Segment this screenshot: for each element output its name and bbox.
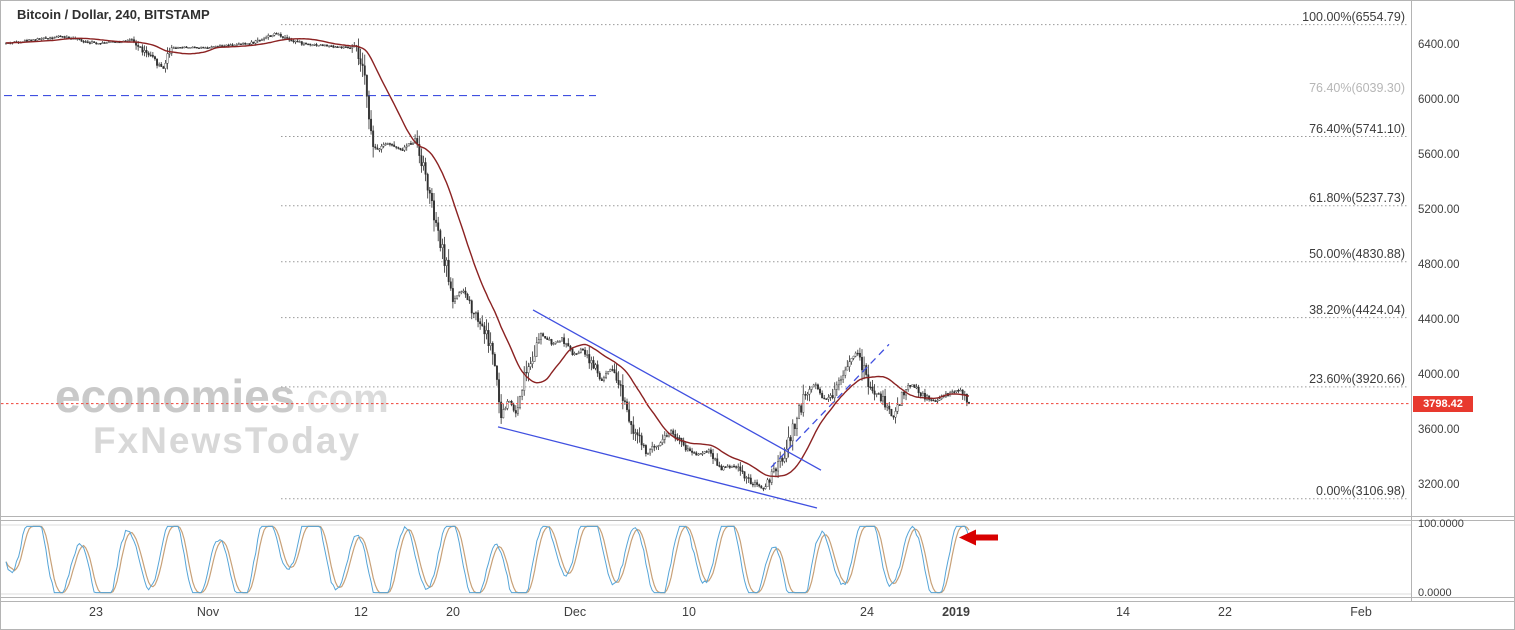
stoch-gridlines	[1, 524, 1411, 595]
price-tick-label: 4400.00	[1418, 314, 1460, 326]
price-tick-label: 6400.00	[1418, 39, 1460, 51]
trendline-wedge-lower[interactable]	[497, 426, 818, 509]
stoch-min-label: 0.0000	[1418, 587, 1452, 599]
time-axis-label: Feb	[1350, 605, 1372, 619]
symbol-title: Bitcoin / Dollar, 240, BITSTAMP	[17, 7, 210, 22]
watermark-brand-text: economies	[55, 370, 296, 422]
signal-arrow-icon	[959, 529, 998, 546]
time-axis-label: 24	[860, 605, 874, 619]
time-axis-label: 12	[354, 605, 368, 619]
time-axis-label: 23	[89, 605, 103, 619]
price-tick-label: 4000.00	[1418, 369, 1460, 381]
time-axis-label: Dec	[563, 605, 587, 619]
watermark: economies.com FxNewsToday	[55, 373, 389, 459]
panel-frame	[1, 1, 1514, 602]
stochastic-k-line	[5, 525, 970, 594]
price-tick-label: 4800.00	[1418, 259, 1460, 271]
watermark-brand: economies.com	[55, 373, 389, 419]
price-tick-label: 5200.00	[1418, 204, 1460, 216]
time-axis-label: 22	[1218, 605, 1232, 619]
time-axis-label: 2019	[942, 605, 970, 619]
stochastic-d-line	[5, 525, 970, 594]
price-tick-label: 3600.00	[1418, 424, 1460, 436]
time-axis-label: 20	[446, 605, 460, 619]
last-price-badge: 3798.42	[1413, 395, 1473, 412]
price-tick-label: 5600.00	[1418, 149, 1460, 161]
time-axis-label: 10	[682, 605, 696, 619]
watermark-subbrand: FxNewsToday	[93, 420, 362, 461]
price-tick-label: 3200.00	[1418, 479, 1460, 491]
stoch-max-label: 100.0000	[1418, 518, 1464, 530]
time-axis-label: Nov	[196, 605, 220, 619]
time-axis[interactable]: 23 Nov 12 20 Dec 10 24 2019 14 22 Feb	[1, 602, 1514, 629]
moving-average-line	[5, 37, 970, 478]
trendline-wedge-upper[interactable]	[532, 309, 822, 471]
fib-level-lines	[281, 24, 1409, 500]
price-tick-label: 6000.00	[1418, 94, 1460, 106]
watermark-brand-suffix: .com	[295, 377, 389, 421]
trendline-breakout-support[interactable]	[770, 343, 890, 468]
price-axis[interactable]: 3798.42 6400.00 6000.00 5600.00 5200.00 4800…	[1412, 1, 1514, 601]
time-axis-label: 14	[1116, 605, 1130, 619]
